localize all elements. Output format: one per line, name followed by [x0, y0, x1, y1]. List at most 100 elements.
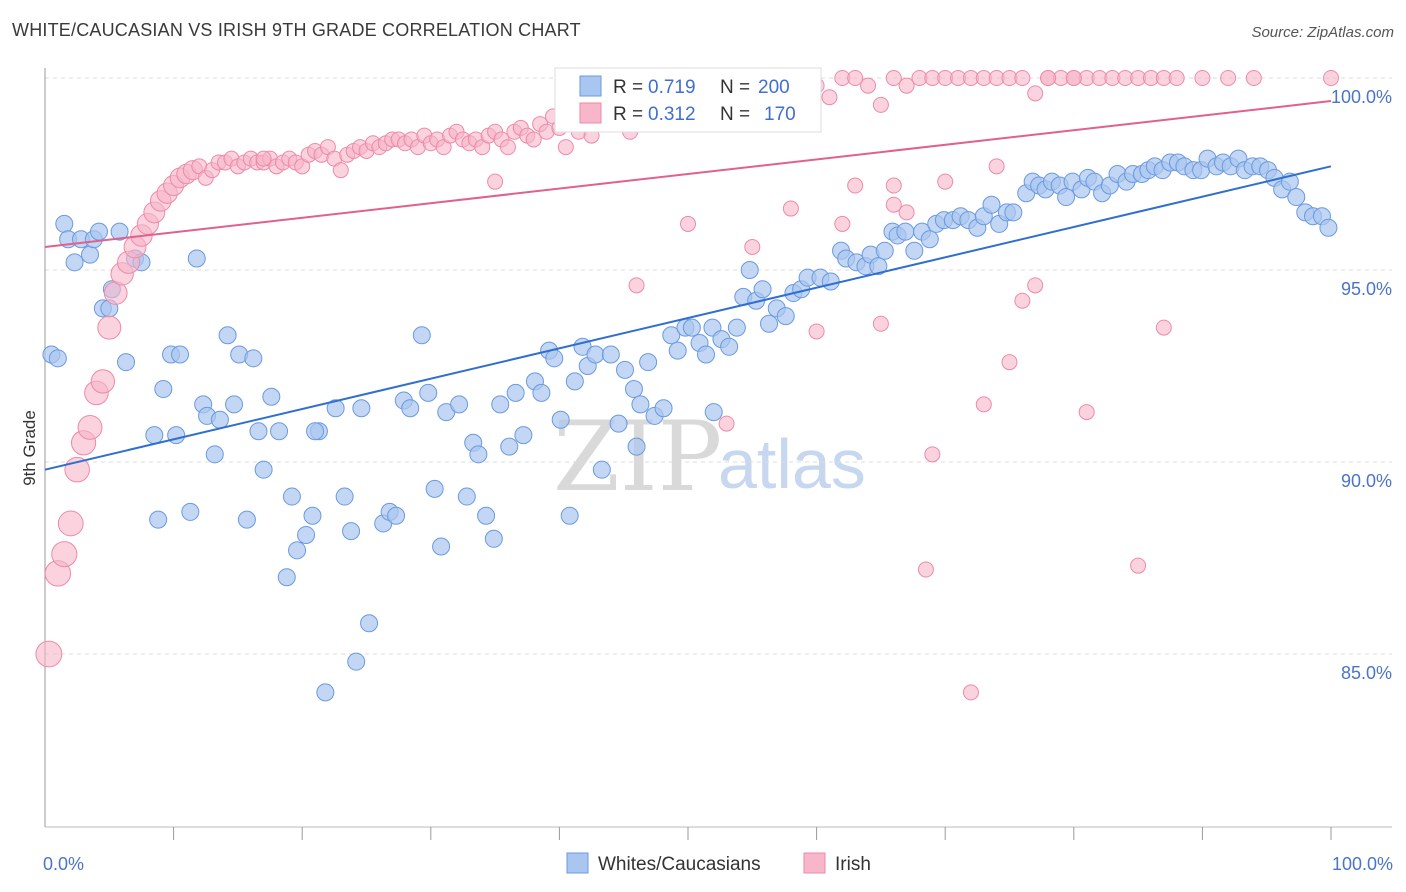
bottom-legend-label-pink: Irish [835, 854, 871, 875]
data-point-irish [885, 177, 902, 194]
data-point-whites [145, 426, 164, 445]
data-point-whites [342, 522, 361, 541]
data-point-whites [288, 541, 307, 560]
data-point-irish [860, 77, 877, 94]
data-point-whites [697, 345, 716, 364]
data-point-irish [898, 77, 915, 94]
data-point-irish [988, 158, 1005, 175]
y-tick-label: 90.0% [1341, 471, 1392, 491]
data-point-whites [347, 652, 366, 671]
data-point-irish [90, 369, 116, 394]
legend-box: R = 0.719 N = 200 R = 0.312 N = 170 [554, 67, 822, 133]
legend-r-value-pink: 0.312 [648, 104, 696, 125]
data-point-whites [477, 506, 496, 525]
data-point-irish [924, 446, 941, 463]
data-point-whites [560, 506, 579, 525]
data-point-whites [326, 399, 345, 418]
data-point-whites [225, 395, 244, 414]
y-tick-label: 100.0% [1331, 87, 1392, 107]
legend-n-value-blue: 200 [758, 77, 790, 98]
data-point-whites [875, 241, 894, 260]
data-point-irish [744, 238, 761, 255]
data-point-whites [218, 326, 237, 345]
data-point-whites [627, 437, 646, 456]
data-point-irish [525, 131, 542, 148]
data-point-irish [1065, 70, 1082, 86]
data-point-irish [487, 173, 504, 190]
data-point-whites [500, 437, 519, 456]
data-point-irish [782, 200, 799, 217]
data-point-whites [154, 380, 173, 399]
data-point-whites [896, 222, 915, 241]
data-point-whites [237, 510, 256, 529]
data-point-whites [254, 460, 273, 479]
data-point-whites [55, 214, 74, 233]
series-whites-points [42, 149, 1338, 702]
data-point-irish [1220, 70, 1237, 86]
source-credit: Source: ZipAtlas.com [1251, 24, 1394, 41]
data-point-whites [425, 479, 444, 498]
data-point-whites [419, 383, 438, 402]
data-point-whites [401, 399, 420, 418]
legend-n-value-pink: 170 [764, 104, 796, 125]
data-point-whites [506, 383, 525, 402]
data-point-whites [609, 414, 628, 433]
data-point-whites [117, 353, 136, 372]
data-point-whites [469, 445, 488, 464]
data-point-whites [205, 445, 224, 464]
data-point-whites [432, 537, 451, 556]
data-point-whites [484, 529, 503, 548]
data-point-irish [847, 177, 864, 194]
data-point-whites [277, 568, 296, 587]
data-point-whites [303, 506, 322, 525]
data-point-whites [282, 487, 301, 506]
data-point-whites [586, 345, 605, 364]
data-point-whites [662, 326, 681, 345]
data-point-irish [885, 196, 902, 213]
data-point-irish [834, 215, 851, 232]
data-point-whites [776, 307, 795, 326]
data-point-irish [35, 640, 63, 668]
y-axis-label: 9th Grade [20, 410, 39, 486]
data-point-whites [360, 614, 379, 633]
bottom-legend-label-blue: Whites/Caucasians [598, 854, 761, 875]
data-point-whites [457, 487, 476, 506]
data-point-irish [97, 315, 122, 340]
watermark-zip: ZIP [553, 401, 722, 513]
data-point-whites [905, 241, 924, 260]
data-point-whites [654, 399, 673, 418]
trend-line-whites [44, 165, 1332, 471]
data-point-irish [557, 139, 574, 156]
gridlines [45, 77, 1392, 655]
legend-swatch-pink [579, 102, 602, 124]
data-point-irish [1027, 277, 1044, 294]
y-tick-label: 85.0% [1341, 663, 1392, 683]
data-point-irish [1130, 557, 1147, 574]
x-ticks [173, 827, 1332, 840]
legend-r-label-blue: R = [613, 77, 643, 98]
data-point-irish [1040, 70, 1057, 86]
data-point-whites [1057, 188, 1076, 207]
data-point-irish [1078, 404, 1095, 421]
series-irish-points [35, 70, 1339, 701]
data-point-whites [335, 487, 354, 506]
data-point-irish [1323, 70, 1339, 86]
data-point-whites [727, 318, 746, 337]
data-point-irish [885, 70, 902, 86]
data-point-irish [1155, 319, 1172, 336]
trend-lines [44, 100, 1332, 471]
data-point-irish [332, 162, 349, 179]
data-point-irish [51, 541, 78, 568]
data-point-whites [682, 318, 701, 337]
data-point-whites [181, 502, 200, 521]
data-point-irish [917, 561, 934, 578]
data-point-irish [1194, 70, 1211, 86]
trend-line-irish [44, 100, 1332, 248]
bottom-legend-swatch-blue [566, 852, 589, 874]
legend-n-label-blue: N = [720, 77, 750, 98]
data-point-whites [624, 380, 643, 399]
data-point-whites [1287, 188, 1306, 207]
data-point-whites [262, 387, 281, 406]
data-point-whites [720, 337, 739, 356]
